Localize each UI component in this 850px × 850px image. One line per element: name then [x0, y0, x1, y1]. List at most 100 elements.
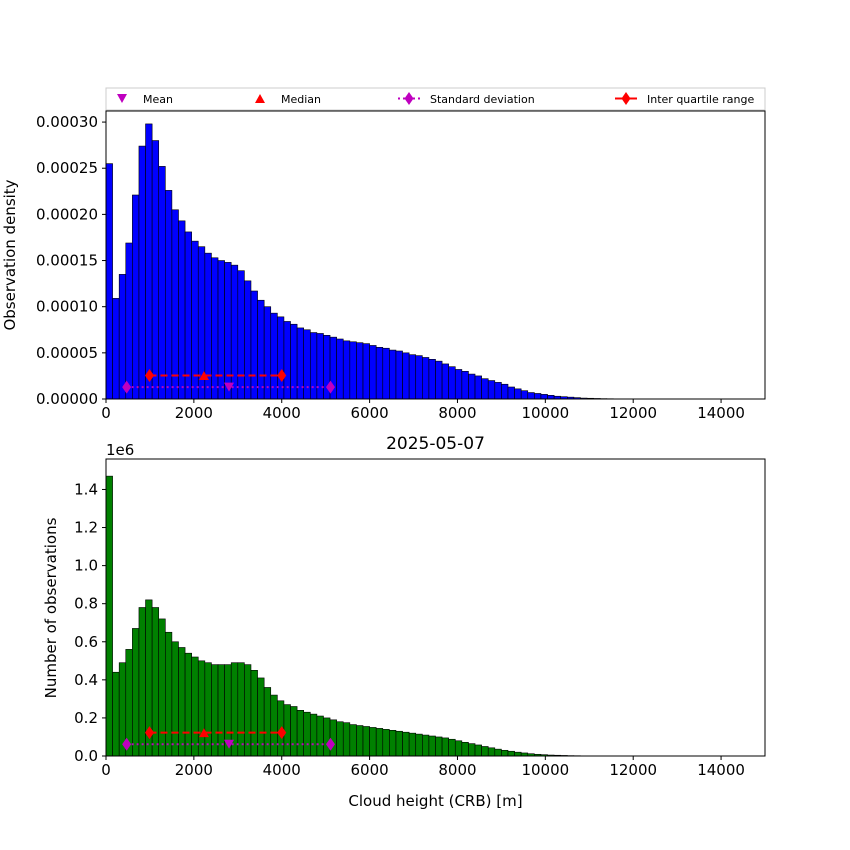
top-histogram-bar	[501, 383, 509, 400]
bottom-histogram-bar	[270, 694, 278, 757]
top-histogram-bar	[395, 350, 403, 400]
bottom-histogram-bar	[454, 740, 463, 757]
top-histogram-bar	[369, 345, 377, 400]
bottom-histogram-bar	[468, 743, 476, 757]
top-histogram-bar	[441, 363, 449, 400]
bottom-histogram-bar	[369, 727, 377, 757]
top-histogram-bar	[336, 338, 344, 400]
legend-std-label: Standard deviation	[430, 93, 535, 106]
bottom-x-tick-label: 0	[101, 761, 111, 779]
bottom-histogram-bar	[217, 664, 225, 757]
bottom-histogram-bar	[237, 662, 245, 757]
bottom-histogram-bar	[250, 670, 258, 757]
bottom-histogram-bar	[178, 647, 186, 757]
top-histogram-bar	[389, 349, 397, 400]
top-histogram-bar	[165, 190, 173, 400]
bottom-std-high-marker	[325, 737, 335, 751]
legend: Mean Median Standard deviation Inter qua…	[105, 87, 766, 111]
bottom-histogram-bar	[184, 652, 192, 757]
top-histogram-bar	[375, 347, 384, 400]
bottom-histogram-bar	[501, 749, 509, 757]
top-histogram-bar	[171, 209, 179, 400]
top-histogram-bar	[184, 231, 192, 400]
bottom-histogram-bar	[211, 664, 219, 757]
bottom-histogram-bar	[342, 722, 351, 757]
bottom-histogram-bar	[197, 660, 206, 757]
bottom-histogram-bar	[507, 750, 515, 757]
bottom-histogram-bar	[309, 713, 318, 757]
top-histogram-bar	[132, 194, 140, 400]
top-histogram-bar	[250, 290, 258, 400]
bottom-histogram-bar	[461, 741, 469, 757]
bottom-y-ticks: 0.0 0.2 0.4 0.6 0.8 1.0 1.2 1.4	[74, 480, 106, 765]
top-histogram-bar	[356, 342, 364, 400]
chart-title: 2025-05-07	[386, 434, 485, 454]
bottom-histogram-bar	[441, 737, 449, 757]
top-histogram-bar	[244, 280, 252, 400]
top-histogram-bar	[507, 386, 515, 400]
legend-frame	[105, 87, 766, 111]
top-histogram-bar	[362, 343, 370, 400]
top-y-tick-label: 0.00005	[36, 344, 98, 362]
bottom-histogram-bar	[362, 726, 370, 757]
top-histogram-bar	[402, 352, 410, 400]
top-x-tick-label: 10000	[521, 404, 569, 422]
bottom-x-tick-label: 4000	[263, 761, 301, 779]
bottom-histogram-bar	[171, 641, 179, 757]
bottom-histogram-bar	[329, 719, 337, 757]
bottom-markers	[122, 726, 335, 751]
bottom-histogram-bar	[422, 734, 430, 757]
top-histogram-bar	[316, 333, 324, 400]
top-median-marker	[198, 370, 209, 380]
top-x-ticks: 0 2000 4000 6000 8000 10000 12000 14000	[101, 399, 745, 422]
top-histogram-bar	[428, 359, 436, 400]
legend-mean-marker	[117, 94, 127, 103]
bottom-bars	[105, 475, 634, 757]
bottom-iqr-low-marker	[144, 726, 154, 740]
bottom-histogram-bar	[158, 618, 166, 757]
bottom-histogram-bar	[487, 747, 496, 757]
top-y-tick-label: 0.00000	[36, 390, 98, 408]
bottom-histogram-bar	[494, 748, 502, 757]
legend-mean-label: Mean	[143, 93, 173, 106]
bottom-y-offset-text: 1e6	[106, 441, 134, 459]
top-histogram-bar	[415, 355, 423, 400]
top-histogram-bar	[481, 378, 489, 400]
bottom-histogram-bar	[514, 751, 522, 757]
top-markers	[122, 368, 335, 394]
top-histogram-bar	[263, 306, 272, 400]
bottom-histogram-bar	[336, 721, 344, 757]
bottom-y-tick-label: 0.0	[74, 747, 98, 765]
top-histogram-bar	[494, 382, 502, 400]
bottom-y-axis-label: Number of observations	[42, 517, 60, 698]
top-histogram-bar	[290, 323, 298, 400]
bottom-histogram-bar	[290, 706, 298, 757]
bottom-histogram-bar	[112, 671, 120, 757]
top-y-ticks: 0.00000 0.00005 0.00010 0.00015 0.00020 0.000…	[36, 113, 106, 408]
bottom-histogram-bar	[263, 687, 272, 757]
top-y-tick-label: 0.00010	[36, 298, 98, 316]
top-histogram-bar	[237, 270, 245, 400]
top-histogram-bar	[474, 375, 482, 400]
bottom-histogram-bar	[323, 717, 331, 757]
bottom-y-tick-label: 1.0	[74, 557, 98, 575]
bottom-y-tick-label: 0.4	[74, 671, 98, 689]
bottom-y-tick-label: 1.4	[74, 480, 98, 498]
bottom-x-ticks: 0 2000 4000 6000 8000 10000 12000 14000	[101, 756, 745, 779]
bottom-std-low-marker	[122, 737, 132, 751]
top-histogram-bar	[270, 312, 278, 400]
top-histogram-bar	[178, 220, 186, 400]
top-histogram-bar	[224, 262, 232, 400]
bottom-histogram-bar	[428, 735, 436, 757]
bottom-iqr-high-marker	[277, 726, 287, 740]
top-histogram-bar	[540, 394, 548, 400]
bottom-histogram-bar	[402, 731, 410, 757]
top-std-low-marker	[122, 380, 132, 394]
bottom-histogram-bar	[389, 729, 397, 757]
top-histogram-bar	[422, 357, 430, 400]
bottom-histogram-bar	[349, 724, 357, 757]
top-iqr-low-marker	[144, 368, 154, 382]
top-histogram-bar	[145, 123, 153, 400]
top-histogram-bar	[296, 327, 304, 400]
legend-iqr-marker	[621, 92, 631, 105]
